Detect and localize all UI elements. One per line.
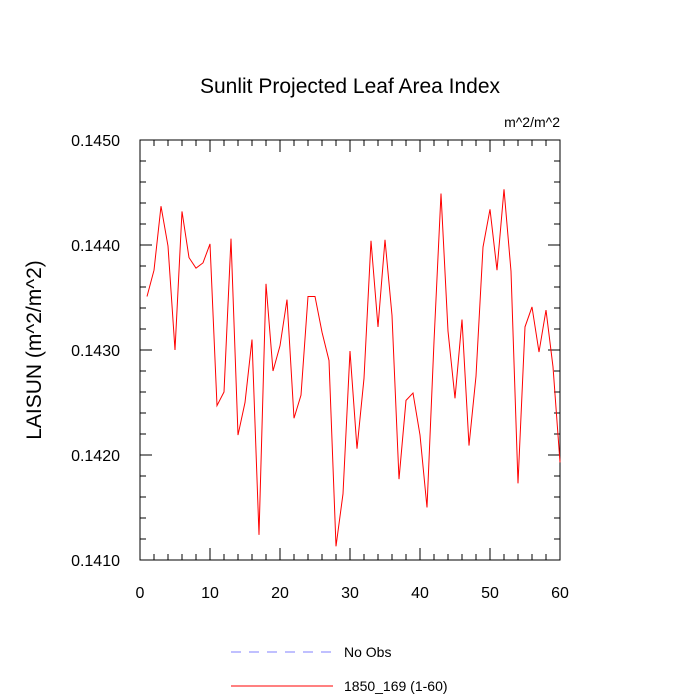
x-tick-label: 10 [201, 585, 219, 602]
y-tick-label: 0.1410 [71, 553, 120, 570]
series-line-1850-169 [146, 189, 561, 547]
axis-ticks [139, 139, 561, 561]
x-tick-label: 20 [271, 585, 289, 602]
y-tick-label: 0.1430 [71, 343, 120, 360]
legend: No Obs 1850_169 (1-60) [231, 644, 448, 694]
legend-label: 1850_169 (1-60) [344, 678, 448, 694]
x-tick-label: 0 [136, 585, 145, 602]
chart-title: Sunlit Projected Leaf Area Index [200, 75, 501, 98]
y-tick-label: 0.1420 [71, 448, 120, 465]
units-label: m^2/m^2 [504, 114, 560, 130]
x-tick-label: 30 [341, 585, 359, 602]
series-layer [146, 189, 561, 547]
x-tick-label: 40 [411, 585, 429, 602]
y-tick-label: 0.1440 [71, 238, 120, 255]
plot-frame [139, 139, 561, 561]
tick-labels: 0 10 20 30 40 50 60 0.1410 0.1420 0.1430 0.1440 0.1… [71, 133, 569, 602]
x-tick-label: 60 [551, 585, 569, 602]
y-tick-label: 0.1450 [71, 133, 120, 150]
legend-label: No Obs [344, 644, 391, 660]
x-tick-label: 50 [481, 585, 499, 602]
y-axis-label: LAISUN (m^2/m^2) [23, 260, 46, 440]
